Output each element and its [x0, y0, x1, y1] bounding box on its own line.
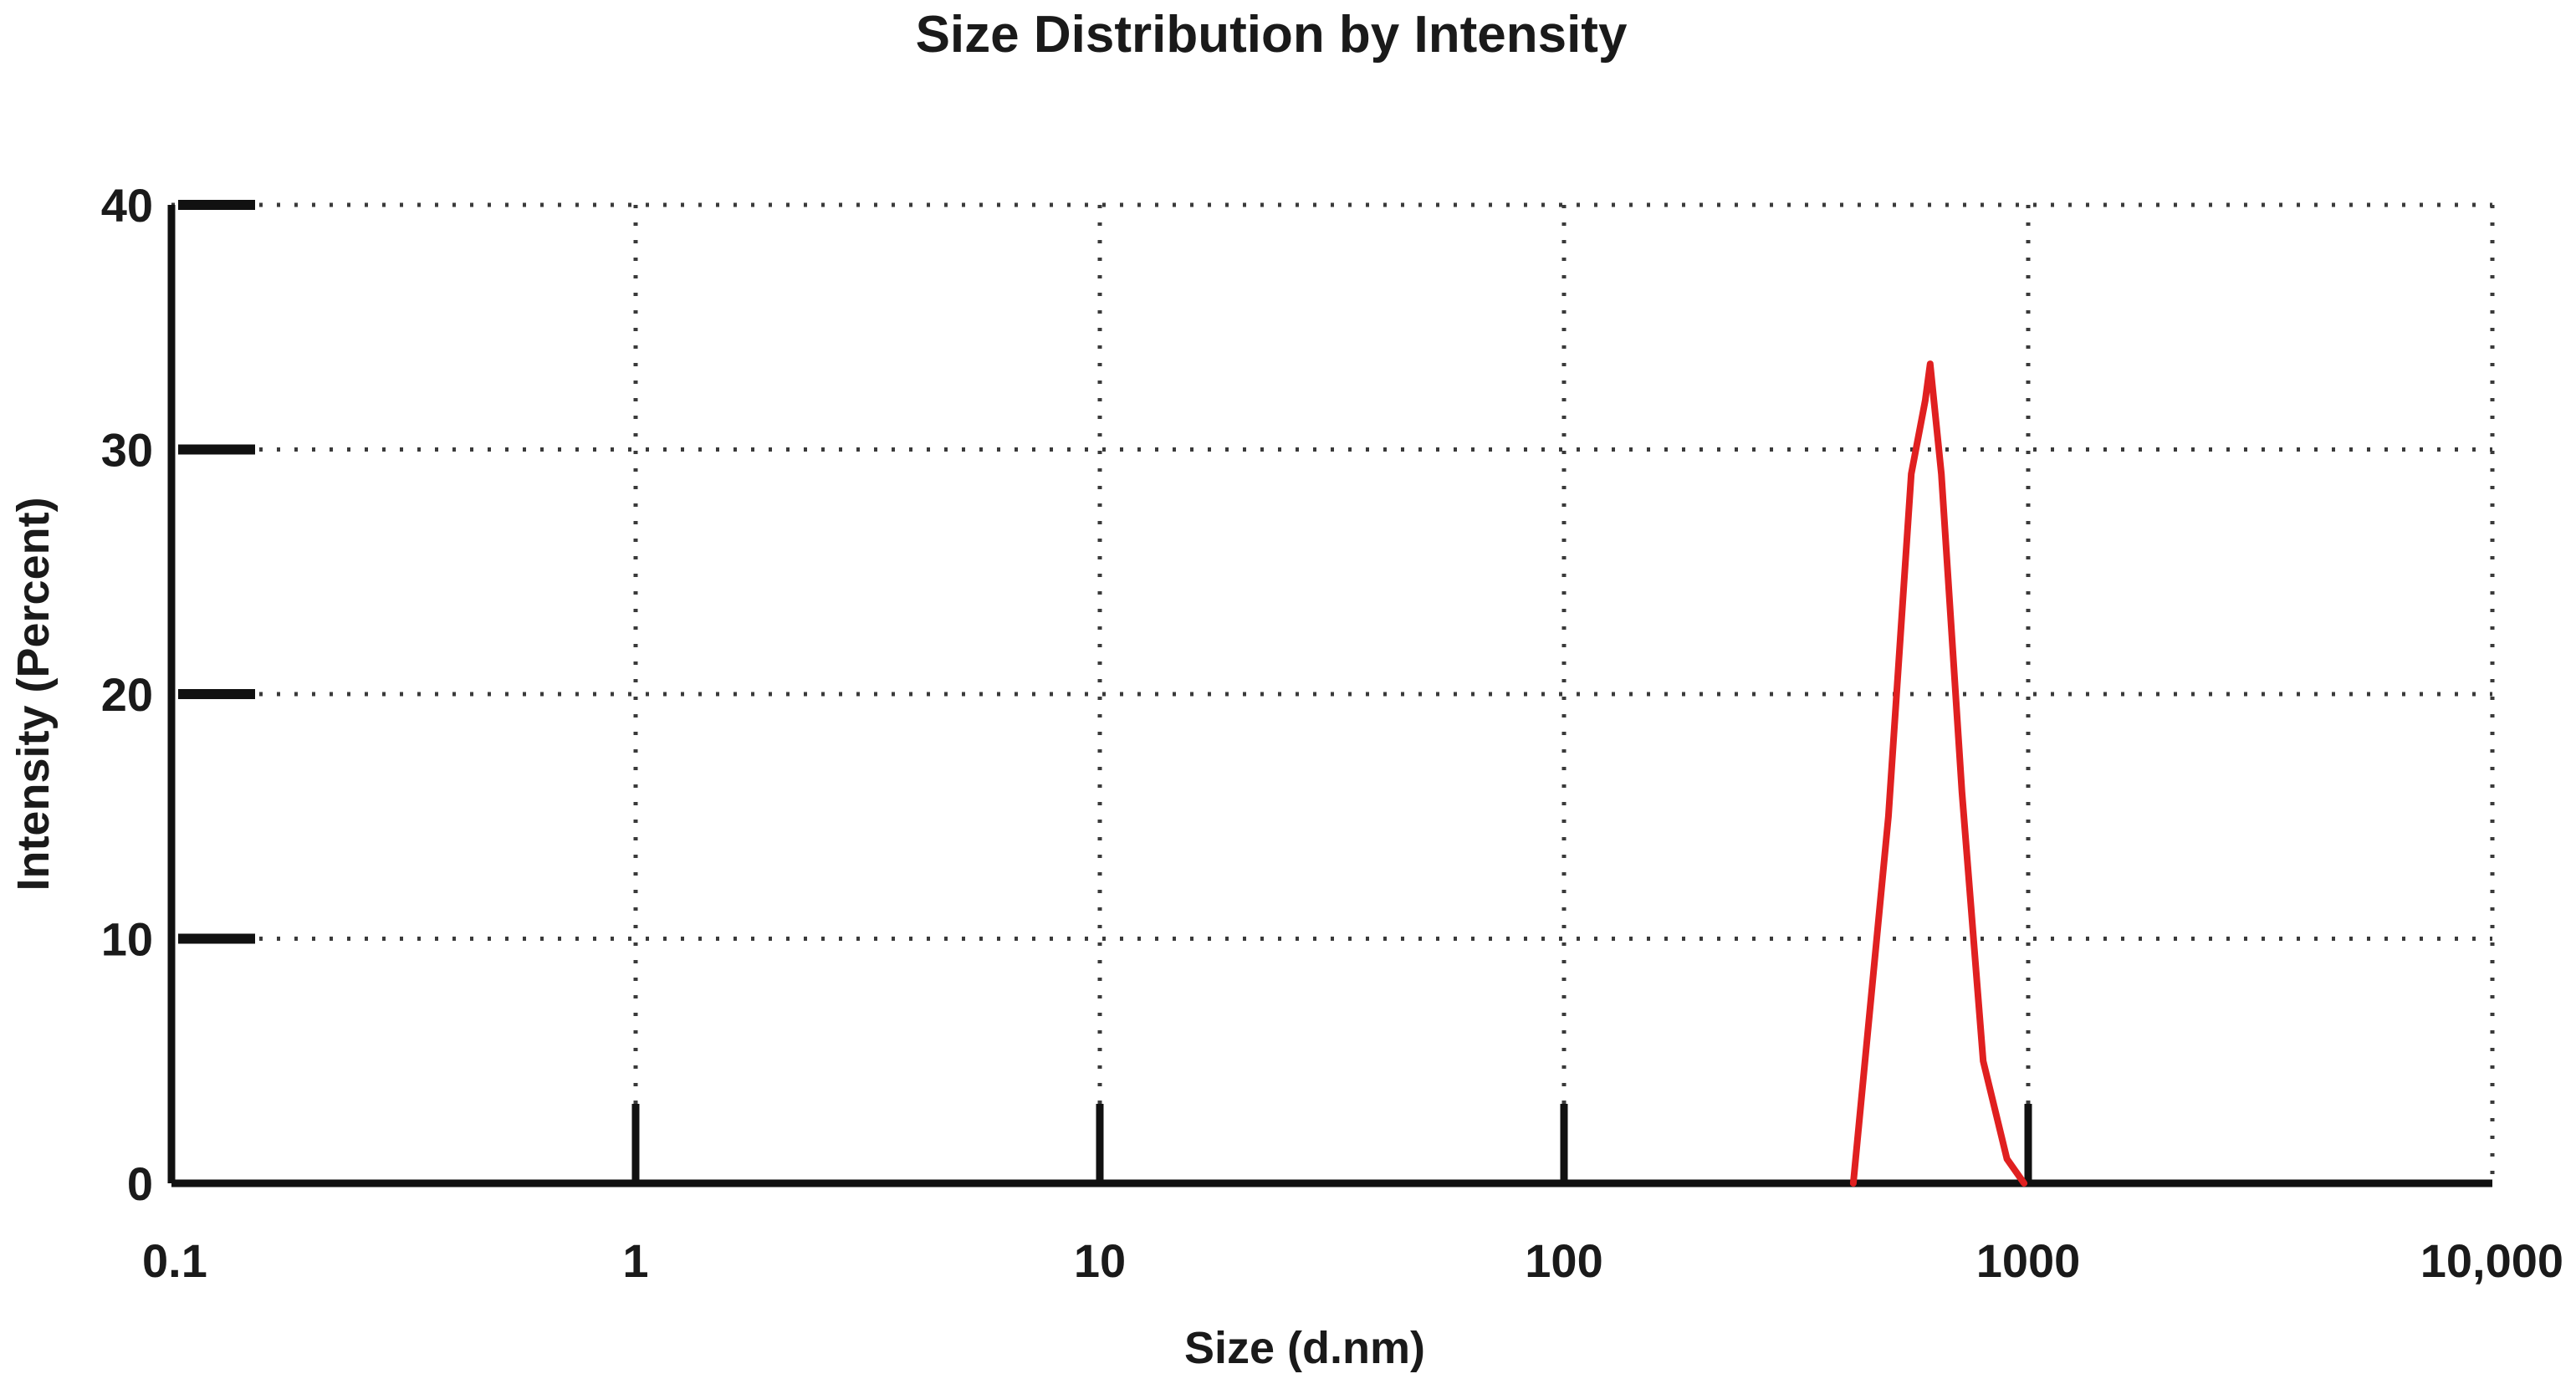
series-line — [1849, 360, 2028, 1187]
grid-layer — [171, 202, 2495, 1183]
x-tick-label: 1000 — [1976, 1234, 2081, 1287]
y-tick-label: 40 — [101, 179, 153, 232]
x-axis-label: Size (d.nm) — [1184, 1323, 1425, 1373]
chart-title: Size Distribution by Intensity — [916, 6, 1628, 64]
y-tick-label: 20 — [101, 668, 153, 721]
y-tick-label: 30 — [101, 424, 153, 477]
tick-labels-layer: 0 10 20 30 40 0.1 1 10 100 1000 10,000 — [101, 179, 2563, 1287]
y-axis-label: Intensity (Percent) — [8, 497, 59, 891]
y-tick-label: 10 — [101, 913, 153, 966]
y-tick-label: 0 — [127, 1157, 153, 1210]
x-tick-label: 10 — [1074, 1234, 1126, 1287]
x-tick-label: 1 — [622, 1234, 648, 1287]
axes-layer — [167, 200, 2492, 1187]
series-layer — [1849, 360, 2028, 1187]
x-tick-label: 10,000 — [2420, 1234, 2563, 1287]
x-tick-label: 0.1 — [142, 1234, 207, 1287]
x-tick-label: 100 — [1525, 1234, 1602, 1287]
